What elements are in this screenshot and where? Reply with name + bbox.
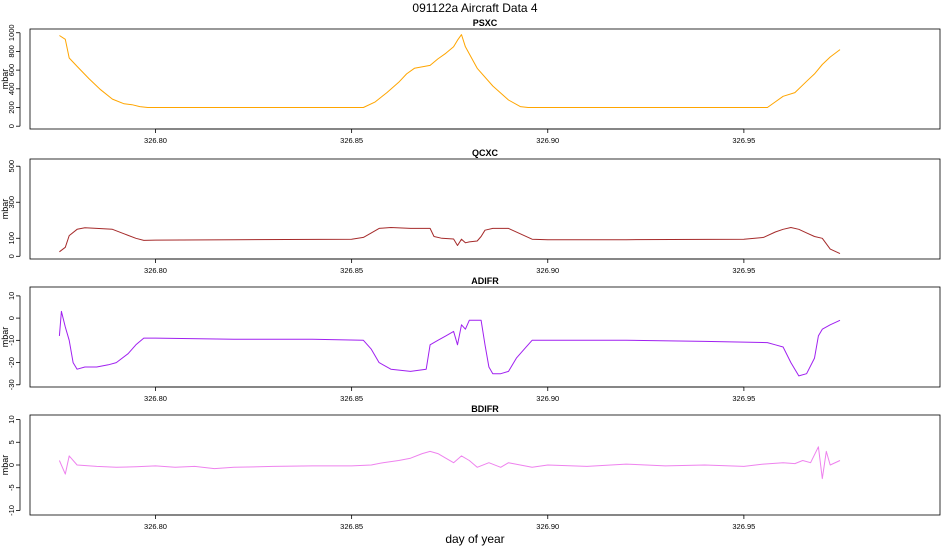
x-tick-label: 326.80 <box>144 394 167 403</box>
plot-frame <box>29 286 941 388</box>
x-tick-label: 326.85 <box>340 136 363 145</box>
series-line-adifr <box>58 310 841 377</box>
x-tick-label: 326.90 <box>536 394 559 403</box>
y-tick-label: 200 <box>7 101 16 114</box>
y-tick-label: 0 <box>7 124 16 128</box>
figure-title: 091122a Aircraft Data 4 <box>412 1 538 15</box>
x-tick-label: 326.95 <box>732 522 755 531</box>
panel-psxc: PSXC 0 200 400 600 800 1000 mbar 326.80 326.85 326… <box>0 18 941 145</box>
y-tick-label: -10 <box>7 505 16 516</box>
x-tick-label: 326.80 <box>144 136 167 145</box>
y-tick-label: 10 <box>7 292 16 300</box>
panel-bdifr: BDIFR -10 -5 0 5 10 mbar 326.80 326.85 326.90 326.… <box>0 404 941 531</box>
panel-title: QCXC <box>472 148 499 158</box>
x-tick-label: 326.95 <box>732 266 755 275</box>
y-tick-label: -20 <box>7 357 16 368</box>
y-tick-label: -10 <box>7 335 16 346</box>
y-tick-label: 1000 <box>7 24 16 41</box>
y-tick-label: 800 <box>7 45 16 58</box>
x-tick-label: 326.85 <box>340 522 363 531</box>
panel-title: BDIFR <box>471 404 499 414</box>
panel-title: PSXC <box>473 18 498 28</box>
x-tick-label: 326.95 <box>732 136 755 145</box>
y-axis-label: mbar <box>0 455 10 476</box>
plot-frame <box>29 158 941 260</box>
plot-frame <box>29 28 941 130</box>
y-tick-label: 10 <box>7 415 16 423</box>
y-tick-label: -30 <box>7 379 16 390</box>
y-tick-label: 5 <box>7 440 16 444</box>
x-axis-label: day of year <box>445 532 504 546</box>
x-tick-label: 326.90 <box>536 522 559 531</box>
x-tick-label: 326.85 <box>340 266 363 275</box>
panel-title: ADIFR <box>471 276 499 286</box>
x-tick-label: 326.90 <box>536 136 559 145</box>
series-line-bdifr <box>58 446 841 480</box>
y-tick-label: 0 <box>7 463 16 467</box>
y-tick-label: 400 <box>7 83 16 96</box>
y-tick-label: 600 <box>7 64 16 77</box>
x-tick-label: 326.85 <box>340 394 363 403</box>
x-tick-label: 326.95 <box>732 394 755 403</box>
y-axis-label: mbar <box>0 199 10 220</box>
y-tick-label: 500 <box>7 160 16 173</box>
plot-frame <box>29 414 941 516</box>
y-tick-label: 300 <box>7 196 16 209</box>
x-tick-label: 326.80 <box>144 266 167 275</box>
x-tick-label: 326.90 <box>536 266 559 275</box>
series-line-psxc <box>59 34 841 108</box>
series-line-qcxc <box>59 227 841 255</box>
y-axis-label: mbar <box>0 69 10 90</box>
y-axis-label: mbar <box>0 327 10 348</box>
panel-qcxc: QCXC 0 100 300 500 mbar 326.80 326.85 326.90 326.… <box>0 148 941 275</box>
x-tick-label: 326.80 <box>144 522 167 531</box>
y-tick-label: 0 <box>7 254 16 258</box>
panel-adifr: ADIFR -30 -20 -10 0 10 mbar 326.80 326.85 326.90 3… <box>0 276 941 403</box>
y-tick-label: 0 <box>7 316 16 320</box>
y-tick-label: 100 <box>7 232 16 245</box>
y-tick-label: -5 <box>7 484 16 491</box>
